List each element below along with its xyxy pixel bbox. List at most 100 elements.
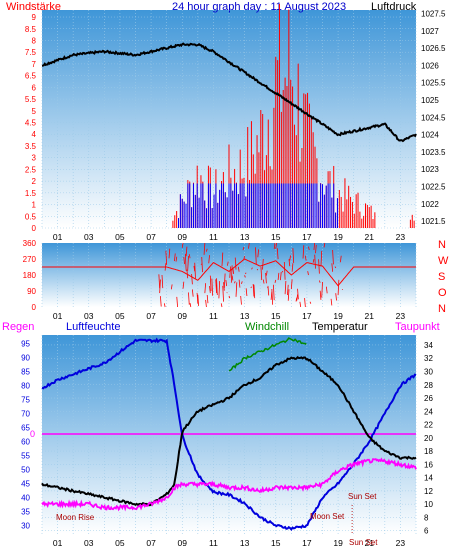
compass-letter: W (438, 255, 449, 267)
wind-direction-segment (312, 259, 315, 263)
wind-direction-segment (223, 282, 225, 291)
wind-direction-segment (188, 292, 190, 305)
wind-direction-segment (243, 255, 245, 260)
wind-direction-segment (222, 285, 224, 302)
wind-direction-segment (325, 286, 328, 294)
wind-direction-segment (244, 275, 246, 278)
compass-letter: N (438, 239, 446, 251)
wind-direction-segment (291, 263, 294, 272)
x-tick-label: 01 (53, 538, 63, 548)
temperature-tick-label: 30 (424, 367, 433, 376)
wind-direction-segment (296, 294, 298, 301)
wind-tick-label: 9 (32, 13, 37, 22)
temperature-tick-label: 32 (424, 354, 433, 363)
wind-tick-label: 1.5 (25, 189, 37, 198)
header-title: 24 hour graph day : 11 August 2023 (172, 1, 346, 13)
wind-direction-segment (318, 259, 320, 274)
x-tick-label: 15 (271, 232, 281, 242)
x-tick-label: 01 (53, 232, 63, 242)
x-tick-label: 11 (209, 232, 218, 242)
wind-direction-segment (181, 242, 184, 248)
luftfeuchte-label: Luftfeuchte (66, 321, 120, 333)
x-tick-label: 11 (209, 311, 218, 321)
sun-set-label: Sun Set (348, 492, 377, 501)
x-tick-label: 05 (115, 311, 125, 321)
wind-direction-segment (330, 298, 333, 306)
x-tick-label: 07 (146, 538, 156, 548)
wind-direction-segment (193, 265, 196, 272)
wind-direction-segment (251, 267, 253, 270)
wind-direction-segment (211, 278, 214, 296)
wind-direction-segment (287, 284, 289, 296)
wind-direction-segment (253, 284, 256, 299)
x-tick-label: 11 (209, 538, 218, 548)
humidity-tick-label: 55 (21, 452, 30, 461)
wind-tick-label: 3.5 (25, 142, 37, 151)
humidity-tick-label: 45 (21, 480, 30, 489)
temperature-series-line (41, 356, 417, 507)
wind-direction-segment (234, 281, 236, 284)
direction-tick-label: 360 (23, 239, 37, 248)
wind-direction-segment (315, 244, 317, 254)
wind-direction-segment (332, 249, 334, 265)
wind-direction-segment (234, 257, 237, 270)
pressure-series-line (41, 42, 417, 143)
x-tick-label: 19 (333, 232, 343, 242)
x-tick-label: 23 (396, 311, 406, 321)
humidity-tick-label: 35 (21, 508, 30, 517)
wind-tick-label: 3 (32, 154, 37, 163)
wind-direction-segment (183, 256, 185, 265)
wind-tick-label: 6.5 (25, 72, 37, 81)
x-tick-label: 19 (333, 538, 343, 548)
wind-tick-label: 7 (32, 60, 37, 69)
wind-direction-segment (292, 248, 295, 263)
pressure-tick-label: 1027.5 (421, 9, 446, 18)
x-tick-label: 05 (115, 538, 125, 548)
wind-direction-segment (309, 301, 312, 304)
wind-tick-label: 5.5 (25, 95, 37, 104)
x-tick-label: 01 (53, 311, 63, 321)
header-right-label: Luftdruck (371, 1, 417, 13)
wind-tick-label: 7.5 (25, 48, 37, 57)
humidity-tick-label: 90 (21, 353, 30, 362)
wind-direction-segment (191, 273, 193, 285)
wind-direction-segment (267, 285, 270, 296)
pressure-tick-label: 1027 (421, 27, 439, 36)
wind-direction-segment (314, 254, 316, 269)
wind-direction-segment (185, 246, 188, 257)
windchill-series-line (228, 337, 307, 372)
x-tick-label: 13 (240, 232, 250, 242)
wind-direction-segment (186, 269, 189, 279)
temperature-tick-label: 14 (424, 474, 433, 483)
wind-direction-segment (209, 275, 212, 292)
wind-direction-segment (232, 268, 235, 274)
wind-direction-segment (188, 254, 191, 259)
wind-direction-segment (208, 255, 210, 264)
wind-direction-segment (276, 248, 279, 260)
wind-direction-segment (163, 303, 166, 308)
temperature-tick-label: 10 (424, 500, 433, 509)
wind-direction-segment (197, 294, 200, 306)
wind-direction-segment (304, 298, 306, 308)
wind-direction-segment (228, 295, 231, 299)
wind-direction-segment (209, 285, 211, 294)
wind-direction-segment (313, 242, 316, 250)
temperature-tick-label: 34 (424, 341, 433, 350)
wind-tick-label: 8.5 (25, 25, 37, 34)
wind-direction-segment (187, 255, 189, 271)
wind-direction-segment (218, 281, 221, 299)
temperature-tick-label: 12 (424, 487, 433, 496)
pressure-tick-label: 1026 (421, 61, 439, 70)
wind-direction-segment (295, 297, 298, 302)
taupunkt-label: Taupunkt (395, 321, 440, 333)
temperature-tick-label: 26 (424, 394, 433, 403)
wind-direction-segment (241, 281, 243, 285)
wind-direction-segment (231, 275, 234, 281)
wind-direction-segment (331, 263, 334, 272)
wind-direction-segment (229, 266, 231, 278)
wind-direction-segment (265, 272, 267, 284)
wind-direction-segment (227, 261, 229, 266)
rain-zero-label: 0 (30, 429, 35, 439)
